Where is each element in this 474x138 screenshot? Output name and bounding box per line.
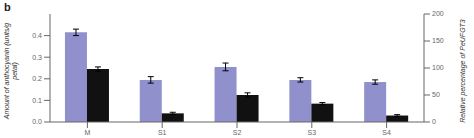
svg-text:0.3: 0.3: [32, 54, 42, 61]
svg-text:M: M: [84, 129, 90, 136]
html-text:b: b: [4, 1, 11, 13]
svg-text:0.4: 0.4: [32, 32, 42, 39]
svg-text:100: 100: [432, 64, 444, 71]
svg-text:S1: S1: [158, 129, 167, 136]
svg-text:S4: S4: [382, 129, 391, 136]
svg-text:0.1: 0.1: [32, 97, 42, 104]
svg-text:S2: S2: [233, 129, 242, 136]
svg-text:50: 50: [432, 91, 440, 98]
html-text:Amount of anthocyanin (units/g: Amount of anthocyanin (units/g petal): [3, 22, 18, 120]
svg-text:0.0: 0.0: [32, 118, 42, 125]
svg-text:0: 0: [432, 118, 436, 125]
svg-text:0.2: 0.2: [32, 75, 42, 82]
svg-text:S3: S3: [308, 129, 317, 136]
svg-text:200: 200: [432, 10, 444, 17]
html-text:Relative percentage of PeUFGT3: Relative percentage of PeUFGT3: [459, 19, 467, 123]
svg-text:150: 150: [432, 37, 444, 44]
